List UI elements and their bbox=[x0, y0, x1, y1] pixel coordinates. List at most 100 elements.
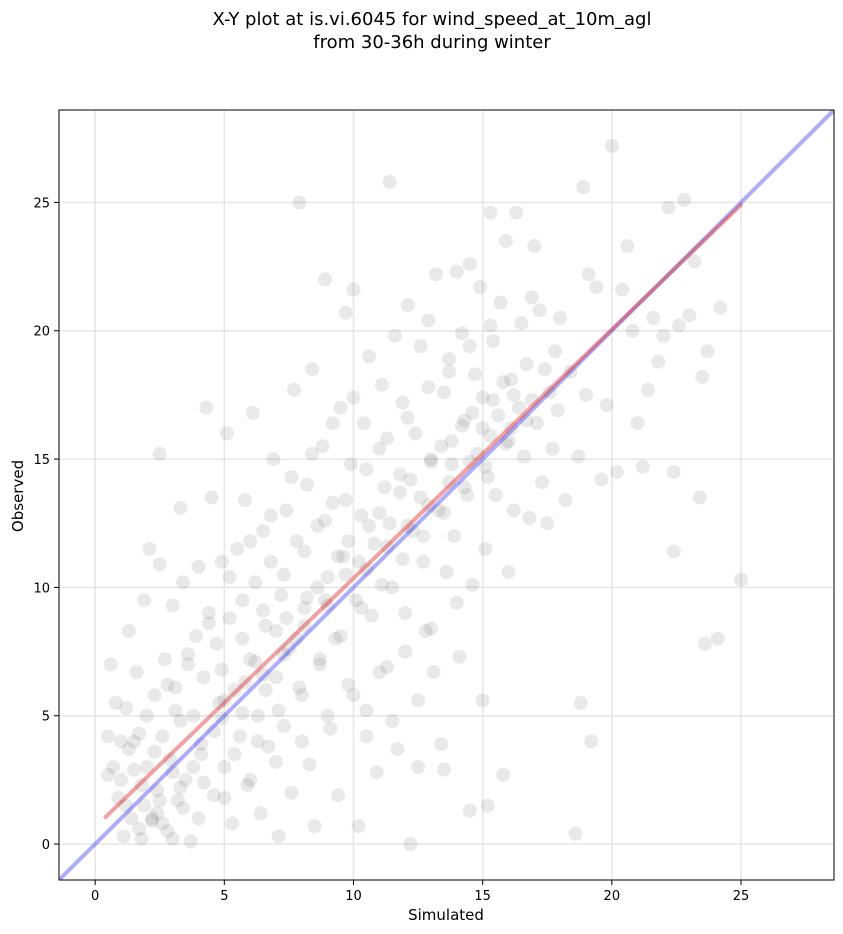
data-point bbox=[181, 647, 196, 662]
data-point bbox=[227, 683, 242, 698]
data-point bbox=[176, 575, 190, 590]
identity-line bbox=[59, 110, 834, 880]
data-point bbox=[292, 680, 307, 695]
data-point bbox=[111, 790, 126, 805]
data-point bbox=[108, 695, 123, 710]
data-point bbox=[457, 480, 472, 495]
data-point bbox=[506, 503, 521, 518]
data-point bbox=[493, 295, 508, 310]
data-point bbox=[258, 618, 273, 633]
data-point bbox=[436, 762, 451, 777]
y-tick-label: 15 bbox=[33, 453, 50, 468]
data-point bbox=[656, 328, 671, 343]
data-point bbox=[398, 606, 413, 621]
data-point bbox=[297, 544, 312, 559]
data-point bbox=[478, 459, 493, 474]
data-point bbox=[238, 493, 252, 508]
data-point bbox=[137, 593, 152, 608]
data-point bbox=[160, 677, 175, 692]
data-point bbox=[289, 631, 304, 646]
data-point bbox=[558, 493, 573, 508]
data-point bbox=[713, 300, 728, 315]
data-point bbox=[380, 539, 395, 554]
data-point bbox=[297, 618, 312, 633]
data-point bbox=[550, 403, 565, 418]
data-point bbox=[620, 239, 635, 254]
data-point bbox=[204, 490, 219, 505]
data-point bbox=[548, 344, 562, 359]
data-point bbox=[452, 649, 467, 664]
data-point bbox=[240, 778, 255, 793]
data-point bbox=[214, 711, 229, 726]
data-point bbox=[641, 382, 655, 397]
data-point bbox=[424, 621, 438, 636]
data-point bbox=[413, 490, 428, 505]
data-point bbox=[436, 505, 451, 520]
data-point bbox=[243, 652, 258, 667]
data-point bbox=[372, 505, 387, 520]
data-point bbox=[692, 490, 707, 505]
data-point bbox=[522, 511, 537, 526]
data-point bbox=[312, 652, 327, 667]
data-point bbox=[380, 659, 395, 674]
data-point bbox=[287, 382, 302, 397]
data-point bbox=[501, 434, 516, 449]
data-point bbox=[661, 200, 676, 215]
data-point bbox=[168, 703, 183, 718]
data-point bbox=[436, 385, 451, 400]
data-point bbox=[310, 580, 325, 595]
data-point bbox=[269, 670, 283, 685]
data-point bbox=[124, 811, 139, 826]
data-point bbox=[372, 441, 387, 456]
data-point bbox=[462, 803, 477, 818]
data-point bbox=[467, 367, 482, 382]
data-point bbox=[119, 798, 134, 813]
data-point bbox=[390, 742, 405, 757]
data-point bbox=[444, 457, 459, 472]
data-point bbox=[475, 421, 490, 436]
data-point bbox=[449, 595, 464, 610]
data-point bbox=[341, 534, 356, 549]
data-point bbox=[341, 677, 356, 692]
data-point bbox=[318, 513, 333, 528]
data-point bbox=[488, 488, 503, 502]
data-point bbox=[126, 762, 141, 777]
data-point bbox=[380, 431, 395, 446]
data-point bbox=[176, 801, 190, 816]
data-point bbox=[165, 598, 180, 613]
data-point bbox=[421, 313, 436, 328]
data-point bbox=[250, 708, 265, 723]
data-point bbox=[160, 824, 175, 839]
data-point bbox=[155, 729, 170, 744]
data-point bbox=[101, 729, 116, 744]
data-point bbox=[284, 470, 299, 485]
data-point bbox=[186, 760, 201, 775]
data-point bbox=[256, 603, 271, 618]
data-point bbox=[405, 523, 420, 538]
data-point bbox=[235, 631, 250, 646]
data-point bbox=[545, 441, 560, 456]
data-point bbox=[170, 793, 185, 808]
data-point bbox=[114, 772, 128, 787]
data-point bbox=[139, 708, 154, 723]
data-point bbox=[473, 280, 488, 295]
data-point bbox=[155, 816, 170, 831]
data-point bbox=[393, 467, 407, 482]
data-point bbox=[511, 400, 526, 415]
data-point bbox=[393, 485, 407, 500]
data-point bbox=[150, 783, 165, 798]
data-point bbox=[338, 305, 353, 320]
data-point bbox=[697, 636, 712, 651]
data-point bbox=[271, 829, 286, 844]
data-point bbox=[455, 326, 469, 341]
fit-line bbox=[103, 202, 743, 820]
data-point bbox=[323, 721, 338, 736]
data-point bbox=[374, 377, 389, 392]
data-point bbox=[333, 400, 348, 415]
plot-frame bbox=[58, 109, 835, 881]
data-point bbox=[173, 780, 188, 795]
data-point bbox=[447, 529, 462, 544]
data-point bbox=[320, 708, 335, 723]
data-point bbox=[346, 282, 361, 297]
data-point bbox=[243, 772, 258, 787]
